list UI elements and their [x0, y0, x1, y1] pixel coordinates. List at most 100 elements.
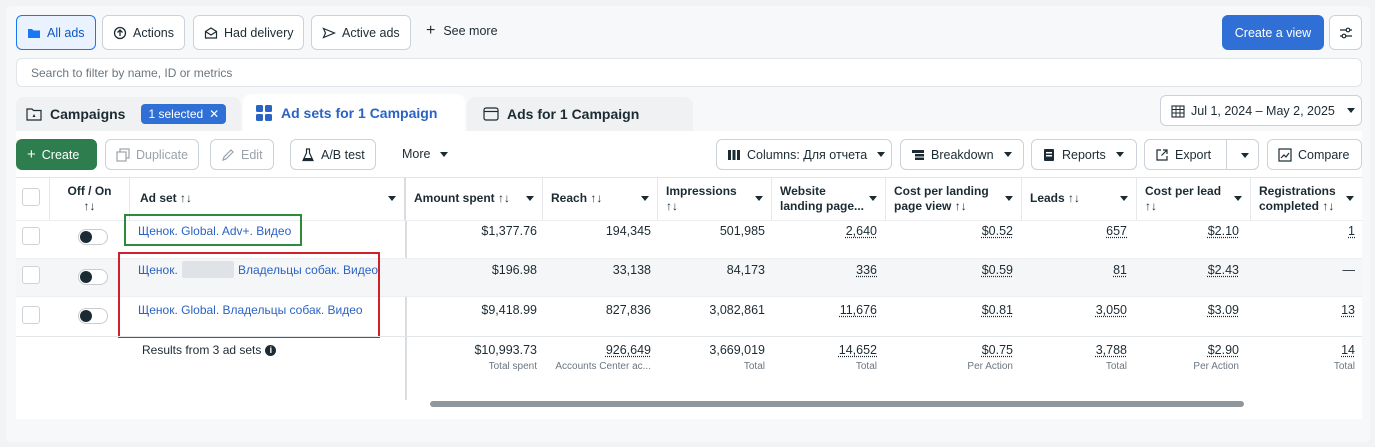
- total-reach[interactable]: 926,649: [605, 343, 651, 357]
- tab-campaigns-label: Campaigns: [50, 106, 126, 122]
- leads-value[interactable]: 81: [1113, 263, 1127, 277]
- header-off-on[interactable]: Off / On ↑↓: [50, 178, 130, 220]
- impressions-value: 3,082,861: [709, 303, 765, 317]
- create-button[interactable]: + Create: [16, 139, 97, 170]
- cost-lpv-value[interactable]: $0.59: [981, 263, 1013, 277]
- header-top-border: [16, 177, 1362, 178]
- chevron-down-icon[interactable]: [1241, 153, 1249, 158]
- cpl-value[interactable]: $2.10: [1207, 224, 1239, 238]
- settings-sliders-button[interactable]: [1329, 15, 1362, 50]
- header-reach[interactable]: Reach ↑↓: [543, 178, 658, 220]
- horizontal-scrollbar[interactable]: [430, 401, 1244, 407]
- calendar-icon: [1171, 104, 1185, 118]
- header-impressions[interactable]: Impressions ↑↓: [658, 178, 772, 220]
- chevron-down-icon[interactable]: [869, 196, 877, 201]
- header-amount-spent-label: Amount spent ↑↓: [414, 191, 510, 205]
- selected-chip[interactable]: 1 selected ✕: [141, 104, 227, 124]
- adset-name-link-part[interactable]: Владельцы собак. Видео: [238, 263, 379, 277]
- breakdown-icon: [912, 149, 924, 160]
- chevron-down-icon[interactable]: [1234, 196, 1242, 201]
- more-button[interactable]: More: [402, 147, 449, 161]
- duplicate-icon: [116, 147, 130, 162]
- row-checkbox[interactable]: [22, 306, 40, 324]
- chevron-down-icon[interactable]: [388, 196, 396, 201]
- registrations-value[interactable]: 1: [1348, 224, 1355, 238]
- lpv-value[interactable]: 336: [856, 263, 877, 277]
- chevron-down-icon[interactable]: [641, 196, 649, 201]
- lpv-value[interactable]: 2,640: [845, 224, 877, 238]
- info-icon[interactable]: i: [265, 344, 277, 356]
- totals-label: Results from 3 ad sets i: [142, 343, 277, 357]
- tab-campaigns[interactable]: Campaigns 1 selected ✕: [16, 97, 241, 131]
- select-all-checkbox[interactable]: [22, 188, 40, 206]
- see-more-button[interactable]: + See more: [426, 23, 498, 39]
- chevron-down-icon[interactable]: [526, 196, 534, 201]
- chevron-down-icon[interactable]: [1346, 196, 1354, 201]
- delivery-toggle[interactable]: [78, 269, 108, 285]
- delivery-toggle[interactable]: [78, 308, 108, 324]
- cost-lpv-value[interactable]: $0.52: [981, 224, 1013, 238]
- chevron-down-icon: [1346, 108, 1355, 113]
- reports-label: Reports: [1062, 147, 1106, 162]
- total-cpl[interactable]: $2.90: [1207, 343, 1239, 357]
- ab-test-button[interactable]: A/B test: [290, 139, 376, 170]
- highlight-box-red: [118, 252, 380, 338]
- adset-name-link[interactable]: Щенок. Global. Adv+. Видео: [138, 224, 292, 238]
- chevron-down-icon[interactable]: [1005, 196, 1013, 201]
- create-view-label: Create a view: [1234, 25, 1312, 40]
- header-ad-set[interactable]: Ad set ↑↓: [130, 178, 406, 220]
- header-registrations[interactable]: Registrations completed ↑↓: [1251, 178, 1362, 220]
- reports-dropdown[interactable]: Reports: [1031, 139, 1137, 170]
- pinned-column-divider: [405, 220, 407, 400]
- chevron-down-icon[interactable]: [755, 196, 763, 201]
- edit-button[interactable]: Edit: [210, 139, 274, 170]
- actions-label: Actions: [133, 25, 174, 40]
- export-button[interactable]: Export: [1144, 139, 1259, 170]
- table-row[interactable]: [16, 296, 1362, 336]
- breakdown-dropdown[interactable]: Breakdown: [900, 139, 1024, 170]
- search-filter-input[interactable]: Search to filter by name, ID or metrics: [16, 58, 1362, 87]
- tab-ads[interactable]: Ads for 1 Campaign: [467, 97, 693, 131]
- table-row[interactable]: [16, 258, 1362, 296]
- header-amount-spent[interactable]: Amount spent ↑↓: [406, 178, 543, 220]
- header-cost-per-lpv[interactable]: Cost per landing page view ↑↓: [886, 178, 1022, 220]
- header-website-lpv[interactable]: Website landing page...: [772, 178, 886, 220]
- actions-button[interactable]: Actions: [102, 15, 185, 50]
- registrations-value[interactable]: 13: [1341, 303, 1355, 317]
- close-icon[interactable]: ✕: [209, 107, 220, 121]
- cost-lpv-value[interactable]: $0.81: [981, 303, 1013, 317]
- header-cost-per-lead[interactable]: Cost per lead ↑↓: [1137, 178, 1251, 220]
- compare-button[interactable]: Compare: [1267, 139, 1362, 170]
- total-cpl-sub: Per Action: [1193, 361, 1239, 372]
- reach-value: 194,345: [605, 224, 651, 238]
- tab-ad-sets[interactable]: Ad sets for 1 Campaign: [243, 94, 465, 131]
- lpv-value[interactable]: 11,676: [839, 303, 877, 317]
- row-checkbox[interactable]: [22, 266, 40, 284]
- table-row[interactable]: [16, 220, 1362, 258]
- total-lpv[interactable]: 14,652: [838, 343, 877, 357]
- adset-name-link[interactable]: Щенок.: [138, 263, 178, 277]
- date-range-picker[interactable]: Jul 1, 2024 – May 2, 2025: [1160, 95, 1362, 126]
- chevron-down-icon: [1003, 152, 1012, 157]
- total-cost-lpv[interactable]: $0.75: [981, 343, 1013, 357]
- all-ads-button[interactable]: All ads: [16, 15, 96, 50]
- duplicate-button[interactable]: Duplicate: [105, 139, 200, 170]
- adset-name-link[interactable]: Щенок. Global. Владельцы собак. Видео: [138, 303, 363, 317]
- row-checkbox[interactable]: [22, 227, 40, 245]
- search-placeholder: Search to filter by name, ID or metrics: [31, 65, 233, 80]
- total-leads[interactable]: 3,788: [1095, 343, 1127, 357]
- active-ads-button[interactable]: Active ads: [311, 15, 411, 50]
- chevron-down-icon[interactable]: [1120, 196, 1128, 201]
- cpl-value[interactable]: $2.43: [1207, 263, 1239, 277]
- had-delivery-button[interactable]: Had delivery: [193, 15, 305, 50]
- cpl-value[interactable]: $3.09: [1207, 303, 1239, 317]
- columns-dropdown[interactable]: Columns: Для отчета: [716, 139, 892, 170]
- create-view-button[interactable]: Create a view: [1222, 15, 1324, 50]
- total-registrations[interactable]: 14: [1341, 343, 1355, 357]
- delivery-toggle[interactable]: [78, 229, 108, 245]
- ad-card-icon: [483, 107, 499, 121]
- leads-value[interactable]: 3,050: [1095, 303, 1127, 317]
- header-leads[interactable]: Leads ↑↓: [1022, 178, 1137, 220]
- leads-value[interactable]: 657: [1106, 224, 1127, 238]
- total-cost-lpv-sub: Per Action: [967, 361, 1013, 372]
